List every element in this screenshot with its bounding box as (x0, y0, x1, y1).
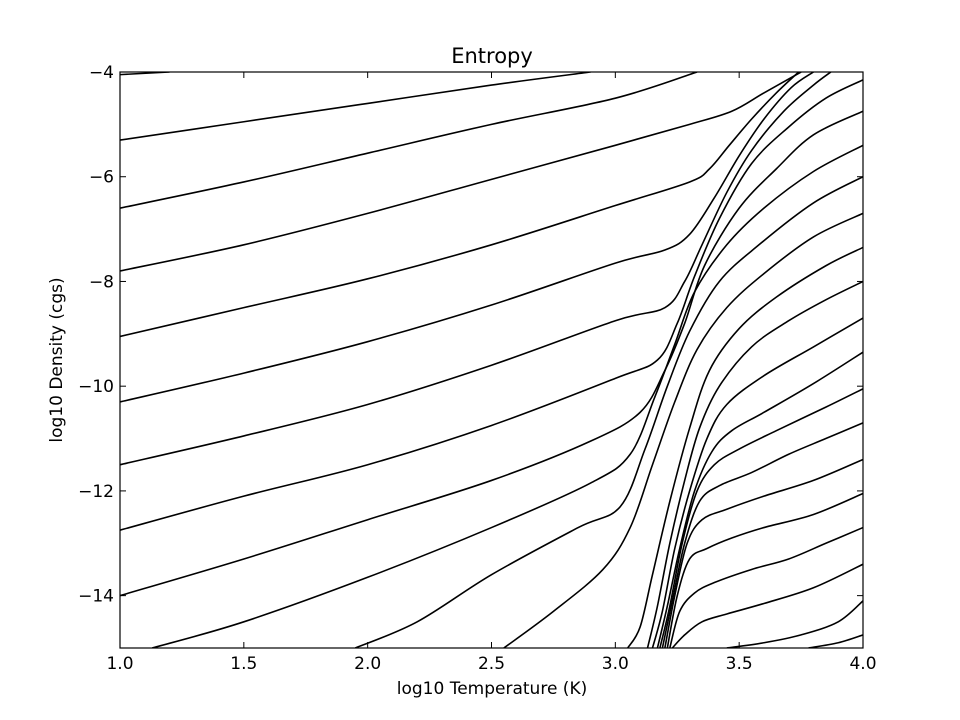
chart-title: Entropy (451, 44, 533, 68)
entropy-contour-line-6 (120, 72, 814, 403)
y-tick-label: −6 (89, 168, 114, 188)
entropy-contour-line-11 (354, 176, 863, 648)
entropy-contour-line-7 (120, 72, 832, 466)
entropy-contour-line-19 (664, 458, 863, 648)
y-tick-label: −12 (78, 482, 114, 502)
entropy-contour-line-8 (120, 79, 863, 531)
x-tick-label: 3.5 (726, 654, 753, 674)
y-axis-label: log10 Density (cgs) (47, 277, 67, 442)
entropy-contour-line-13 (627, 246, 863, 648)
entropy-contour-line-12 (503, 212, 863, 648)
entropy-contour-line-22 (671, 563, 863, 648)
entropy-contour-line-18 (661, 422, 863, 648)
entropy-contour-line-5 (120, 72, 800, 338)
x-tick-label: 2.0 (354, 654, 381, 674)
x-axis-label: log10 Temperature (K) (397, 679, 587, 699)
entropy-contour-line-15 (651, 317, 863, 648)
series-layer (120, 72, 863, 648)
entropy-contour-line-20 (666, 492, 863, 648)
x-tick-label: 3.0 (602, 654, 629, 674)
entropy-contour-line-4 (120, 72, 802, 272)
entropy-contour-line-14 (646, 280, 863, 648)
entropy-contour-line-2 (120, 72, 591, 141)
x-tick-label: 2.5 (478, 654, 505, 674)
x-axis-ticks: 1.0 1.5 2.0 2.5 3.0 3.5 4.0 (106, 72, 877, 674)
y-tick-label: −14 (78, 587, 114, 607)
x-tick-label: 1.0 (106, 654, 133, 674)
y-axis-ticks: −4 −6 −8 −10 −12 −14 (78, 63, 863, 607)
entropy-contour-line-3 (120, 72, 698, 209)
plot-area (120, 72, 863, 648)
x-tick-label: 4.0 (849, 654, 876, 674)
entropy-contour-line-21 (669, 526, 863, 648)
entropy-contour-line-9 (120, 110, 863, 597)
y-tick-label: −8 (89, 272, 114, 292)
entropy-contour-line-16 (656, 351, 863, 648)
x-tick-label: 1.5 (230, 654, 257, 674)
entropy-contour-line-24 (808, 634, 863, 648)
entropy-contour-line-17 (659, 388, 863, 648)
y-tick-label: −10 (78, 377, 114, 397)
entropy-contour-line-10 (151, 144, 863, 648)
entropy-contour-line-23 (726, 600, 863, 648)
y-tick-label: −4 (89, 63, 114, 83)
